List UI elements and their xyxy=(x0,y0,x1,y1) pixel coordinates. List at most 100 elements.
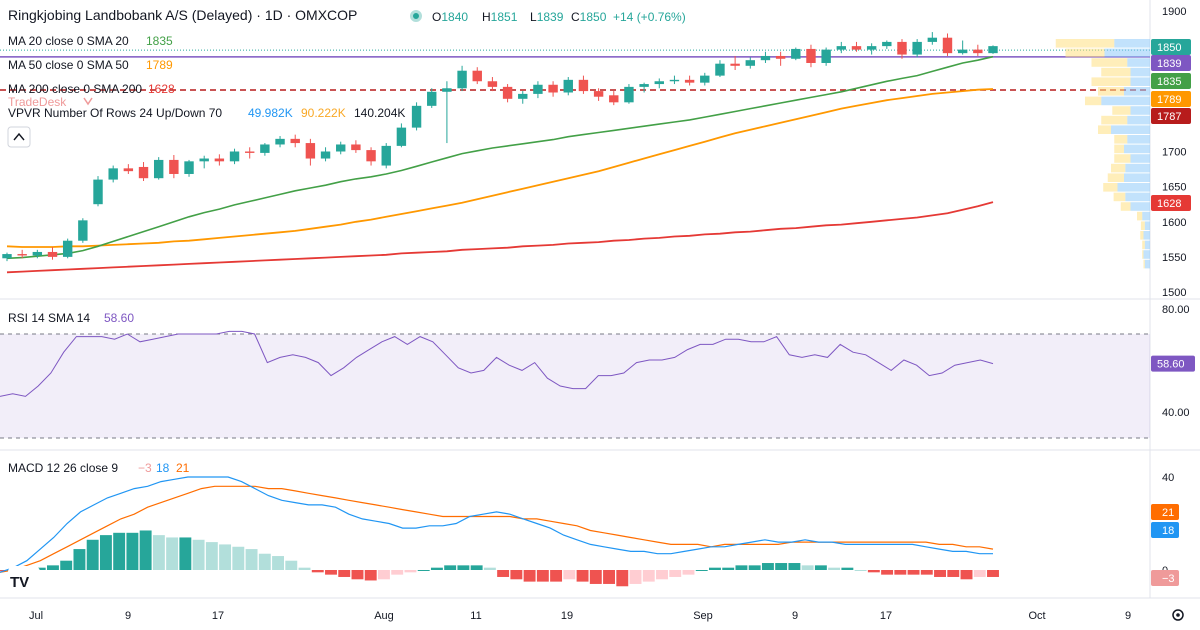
candle-body xyxy=(62,240,73,257)
svg-text:49.982K: 49.982K xyxy=(248,106,293,120)
candle xyxy=(214,154,225,166)
svg-text:L1839: L1839 xyxy=(530,10,564,24)
price-axis[interactable]: 1900 1700 1650 1600 1550 1500 xyxy=(1162,6,1186,299)
macd-histogram-bar xyxy=(867,570,880,573)
time-tick-label: Sep xyxy=(693,610,713,622)
candle xyxy=(472,67,482,85)
macd-histogram-bar xyxy=(576,570,589,582)
vpvr-down-bar xyxy=(1143,231,1150,240)
chevron-down-icon[interactable] xyxy=(83,97,93,106)
macd-histogram-bar xyxy=(722,567,735,570)
candle xyxy=(609,91,619,106)
ma20-legend[interactable]: MA 20 close 0 SMA 20 1835 xyxy=(8,34,173,48)
vpvr-up-bar xyxy=(1120,202,1131,211)
macd-histogram-bar xyxy=(73,549,86,570)
price-tick-label: 1550 xyxy=(1162,252,1186,264)
candle xyxy=(578,75,589,94)
candle xyxy=(153,157,164,180)
macd-histogram-bar xyxy=(444,565,457,570)
time-axis[interactable]: Jul 9 17 Aug 11 19 Sep 9 17 Oct 9 xyxy=(29,610,1131,622)
ma50-legend[interactable]: MA 50 close 0 SMA 50 1789 xyxy=(8,58,173,72)
settings-gear-icon[interactable] xyxy=(1172,609,1184,621)
vpvr-down-bar xyxy=(1117,183,1150,192)
macd-histogram-bar xyxy=(285,560,298,570)
vpvr-down-bar xyxy=(1127,135,1150,144)
macd-histogram-bar xyxy=(245,549,258,570)
candle-body xyxy=(775,55,786,59)
rsi-line xyxy=(0,330,994,397)
macd-value-tag-label: 18 xyxy=(1162,525,1174,537)
svg-text:90.222K: 90.222K xyxy=(301,106,346,120)
vpvr-up-bar xyxy=(1101,67,1131,77)
price-tag xyxy=(1151,39,1191,55)
vpvr-up-bar xyxy=(1113,192,1126,202)
candle-body xyxy=(791,48,801,59)
vpvr-down-bar xyxy=(1130,106,1150,115)
vpvr-legend[interactable]: VPVR Number Of Rows 24 Up/Down 70 49.982… xyxy=(8,106,405,120)
macd-histogram-bar xyxy=(894,570,907,575)
vpvr-down-bar xyxy=(1142,211,1150,221)
ma200-line xyxy=(6,201,994,274)
candle-body xyxy=(700,75,710,83)
macd-histogram-bar xyxy=(139,530,152,570)
candle xyxy=(442,81,452,144)
macd-histogram-bar xyxy=(616,570,629,587)
svg-text:RSI 14 SMA 14: RSI 14 SMA 14 xyxy=(8,311,90,325)
macd-value-tag-label: 21 xyxy=(1162,507,1174,519)
candle-body xyxy=(942,37,953,54)
macd-tick-label: 40 xyxy=(1162,472,1174,484)
candle-body xyxy=(882,41,892,47)
candle xyxy=(290,134,300,148)
vpvr-up-bar xyxy=(1098,87,1124,96)
macd-histogram-bar xyxy=(669,570,682,577)
candlesticks[interactable] xyxy=(2,32,998,262)
candle xyxy=(563,77,573,96)
candle-body xyxy=(366,150,376,162)
rsi-value-tag xyxy=(1151,355,1195,372)
candle-body xyxy=(108,168,118,180)
rsi-value-tag-label: 58.60 xyxy=(1157,359,1185,371)
candle-body xyxy=(93,179,103,205)
vpvr-up-bar xyxy=(1142,250,1144,259)
chart-title: Ringkjobing Landbobank A/S (Delayed) · 1… xyxy=(8,7,357,23)
candle-body xyxy=(214,158,225,162)
candle xyxy=(138,162,149,182)
candle-body xyxy=(927,37,938,42)
macd-histogram-bar xyxy=(536,570,549,582)
candle xyxy=(988,45,998,54)
rsi-legend[interactable]: RSI 14 SMA 14 58.60 xyxy=(8,311,134,325)
candle-body xyxy=(427,91,437,106)
time-tick-label: Jul xyxy=(29,610,43,622)
macd-histogram-bar xyxy=(748,565,761,570)
vpvr-down-bar xyxy=(1114,39,1150,48)
candle-body xyxy=(563,79,573,93)
volume-profile xyxy=(1055,39,1150,269)
macd-legend[interactable]: MACD 12 26 close 9 −3 18 21 xyxy=(8,461,190,475)
candle-body xyxy=(988,46,998,54)
candle xyxy=(533,81,543,99)
vpvr-up-bar xyxy=(1142,240,1145,250)
ma200-legend[interactable]: MA 200 close 0 SMA 200 1628 xyxy=(8,82,175,96)
collapse-legend-button[interactable] xyxy=(7,126,31,148)
price-tag xyxy=(1151,73,1191,89)
time-tick-label: 11 xyxy=(470,610,481,622)
candle-body xyxy=(897,41,907,55)
macd-histogram-bar xyxy=(947,570,960,577)
macd-histogram-bar xyxy=(960,570,973,580)
macd-histogram-bar xyxy=(298,567,311,570)
vpvr-down-bar xyxy=(1127,58,1150,67)
candle-body xyxy=(745,60,755,66)
svg-text:MA 50 close 0 SMA 50: MA 50 close 0 SMA 50 xyxy=(8,58,129,72)
candle xyxy=(821,47,831,66)
candle xyxy=(912,39,922,58)
candle xyxy=(684,75,695,86)
candle-body xyxy=(169,159,179,174)
candle xyxy=(669,75,680,85)
candle xyxy=(715,60,725,78)
watermark: TradeDesk xyxy=(8,95,67,109)
macd-value-tag xyxy=(1151,570,1179,586)
price-tag xyxy=(1151,55,1191,71)
candle-body xyxy=(730,63,740,66)
vpvr-down-bar xyxy=(1104,48,1150,58)
